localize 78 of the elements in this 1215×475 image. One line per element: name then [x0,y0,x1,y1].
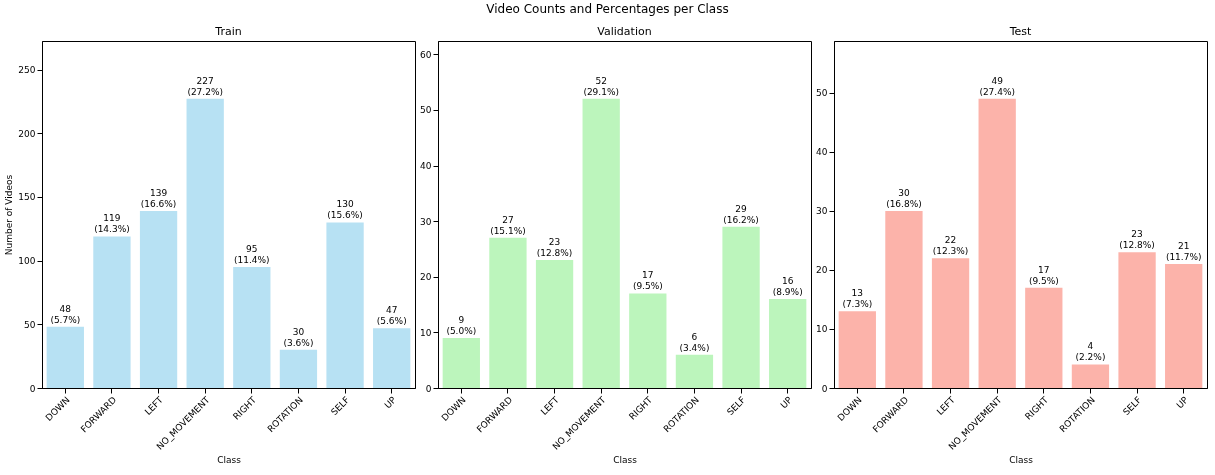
y-tick-label: 10 [420,327,432,338]
data-label: 139 (16.6%) [140,187,177,209]
bar [93,236,131,388]
bar [885,210,923,388]
bar [722,226,760,388]
bar [1165,264,1203,388]
data-label: 22 (12.3%) [932,235,969,257]
y-tick-label: 0 [425,383,432,394]
y-tick-label: 20 [420,272,432,283]
data-label: 23 (12.8%) [536,237,573,259]
bar [233,266,271,388]
data-label: 52 (29.1%) [583,75,619,97]
data-label: 9 (5.0%) [446,314,477,336]
y-tick-label: 200 [18,128,36,139]
bar [629,293,667,388]
text: Video Counts and Percentages per Class [485,1,730,18]
data-label: 17 (9.5%) [1028,264,1059,286]
y-tick-label: 30 [420,216,432,227]
bar [582,98,620,388]
x-tick-label: UP [1174,394,1191,411]
y-tick-label: 40 [420,161,432,172]
chart-title: Validation [597,25,652,38]
data-label: 21 (11.7%) [1165,241,1202,263]
bar [535,260,574,388]
data-label: 48 (5.7%) [50,303,81,325]
data-label: 4 (2.2%) [1075,341,1106,363]
data-label: 49 (27.4%) [979,75,1015,97]
data-label: 227 (27.2%) [187,75,223,97]
bar [489,237,527,388]
x-axis-title: Class [1009,454,1034,465]
bar [442,337,480,388]
bar [769,299,807,388]
y-tick-label: 40 [816,147,828,158]
y-tick-label: 20 [816,265,828,276]
x-tick-label: UP [778,394,795,411]
data-label: 16 (8.9%) [772,276,803,298]
chart-title: Train [214,25,242,38]
data-label: 23 (12.8%) [1119,229,1155,251]
bar [931,258,970,388]
data-label: 27 (15.1%) [490,214,526,236]
data-label: 6 (3.4%) [679,331,710,353]
y-tick-label: 50 [420,105,432,116]
data-label: 47 (5.6%) [376,305,407,327]
bar [279,349,318,388]
x-axis-title: Class [613,454,638,465]
y-tick-label: 0 [29,383,36,394]
data-label: 95 (11.4%) [234,243,270,265]
y-tick-label: 50 [24,319,36,330]
bar [139,210,178,388]
bar [1118,252,1156,388]
data-label: 130 (15.6%) [327,199,363,221]
data-label: 119 (14.3%) [94,213,130,235]
y-tick-label: 60 [420,49,432,60]
y-axis-title: Number of Videos [4,174,15,256]
data-label: 17 (9.5%) [632,270,663,292]
x-tick-label: UP [382,394,399,411]
bar [675,354,714,388]
data-label: 29 (16.2%) [723,203,759,225]
chart-title: Test [1008,25,1033,38]
data-label: 30 (3.6%) [283,326,314,348]
bar [373,328,411,388]
y-tick-label: 30 [816,206,828,217]
bar [1025,287,1063,388]
y-tick-label: 150 [18,192,36,203]
bar [978,98,1016,388]
y-tick-label: 250 [18,65,36,76]
y-tick-label: 0 [821,383,828,394]
y-tick-label: 100 [18,256,36,267]
bar [838,311,876,388]
data-label: 13 (7.3%) [842,288,873,310]
bar [186,98,224,388]
data-label: 30 (16.8%) [886,187,922,209]
bar [326,222,364,388]
bar [1071,364,1110,388]
bar [46,326,84,388]
y-tick-label: 10 [816,324,828,335]
x-axis-title: Class [217,454,242,465]
y-tick-label: 50 [816,88,828,99]
